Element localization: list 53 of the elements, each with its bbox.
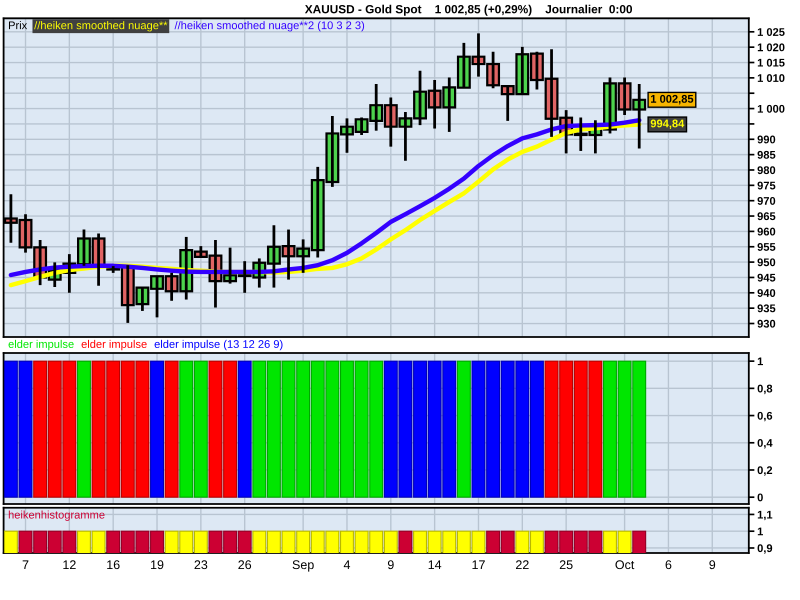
x-tick-label: 17 — [472, 560, 485, 570]
x-tick-label: 19 — [151, 560, 164, 570]
y-tick-label: 1 025 — [758, 28, 785, 36]
x-tick-label: 14 — [428, 560, 442, 570]
x-tick-label: 22 — [516, 560, 529, 570]
y-tick-label: 990 — [758, 136, 776, 144]
y-tick-label: 0,6 — [758, 412, 772, 422]
x-tick-label: Sep — [292, 560, 314, 572]
y-tick-label: 1 000 — [758, 104, 784, 113]
y-tick-label: 935 — [758, 304, 776, 312]
y-tick-label: 980 — [758, 166, 776, 174]
chart-title: XAUUSD - Gold Spot 1 002,85 (+0,29%) Journalier 0:00 — [304, 4, 632, 16]
annotation: 1 002,85 — [651, 94, 694, 104]
x-tick-label: 6 — [666, 560, 672, 570]
y-tick-label: 960 — [758, 228, 776, 236]
y-tick-label: 1 015 — [758, 58, 785, 67]
series-label: heikenhistogramme — [8, 510, 105, 521]
y-tick-label: 940 — [758, 289, 776, 297]
x-tick-label: Oct — [615, 560, 634, 570]
y-tick-label: 970 — [758, 196, 776, 205]
y-tick-label: 945 — [758, 274, 776, 282]
y-tick-label: 975 — [758, 182, 776, 190]
x-tick-label: 12 — [63, 560, 76, 570]
series-label: elder impulse (13 12 26 9) — [154, 340, 283, 350]
x-tick-label: 7 — [22, 560, 28, 570]
y-tick-label: 955 — [758, 243, 776, 251]
y-tick-label: 1 010 — [758, 74, 784, 82]
y-tick-label: 0,4 — [758, 439, 773, 449]
y-tick-label: 965 — [758, 212, 776, 220]
data-label: 994,84 — [650, 120, 684, 130]
y-tick-label: 0,2 — [758, 466, 772, 476]
y-tick-label: 985 — [758, 150, 776, 159]
x-tick-label: 9 — [709, 560, 716, 570]
text: //heiken smoothed nuage** — [34, 21, 168, 32]
y-tick-label: 1 — [758, 358, 764, 366]
x-tick-label: 23 — [194, 560, 208, 570]
x-tick-label: 16 — [107, 560, 120, 570]
annotation: Prix — [8, 21, 28, 30]
y-tick-label: 0,9 — [758, 544, 772, 554]
y-tick-label: 1 — [758, 528, 764, 536]
y-tick-label: 930 — [758, 320, 776, 328]
series-label: elder impulse — [8, 340, 74, 350]
x-tick-label: 25 — [560, 560, 573, 570]
y-tick-label: 950 — [758, 258, 776, 266]
series-label: elder impulse — [82, 340, 147, 350]
y-tick-label: 0 — [758, 493, 763, 502]
x-tick-label: 26 — [238, 560, 252, 570]
text: //heiken smoothed nuage**2 (10 3 2 3) — [174, 21, 364, 32]
x-tick-label: 9 — [388, 560, 394, 570]
y-tick-label: 0,8 — [758, 384, 772, 394]
x-tick-label: 4 — [344, 560, 350, 570]
y-tick-label: 1 020 — [758, 43, 784, 52]
y-tick-label: 1,1 — [758, 510, 772, 520]
